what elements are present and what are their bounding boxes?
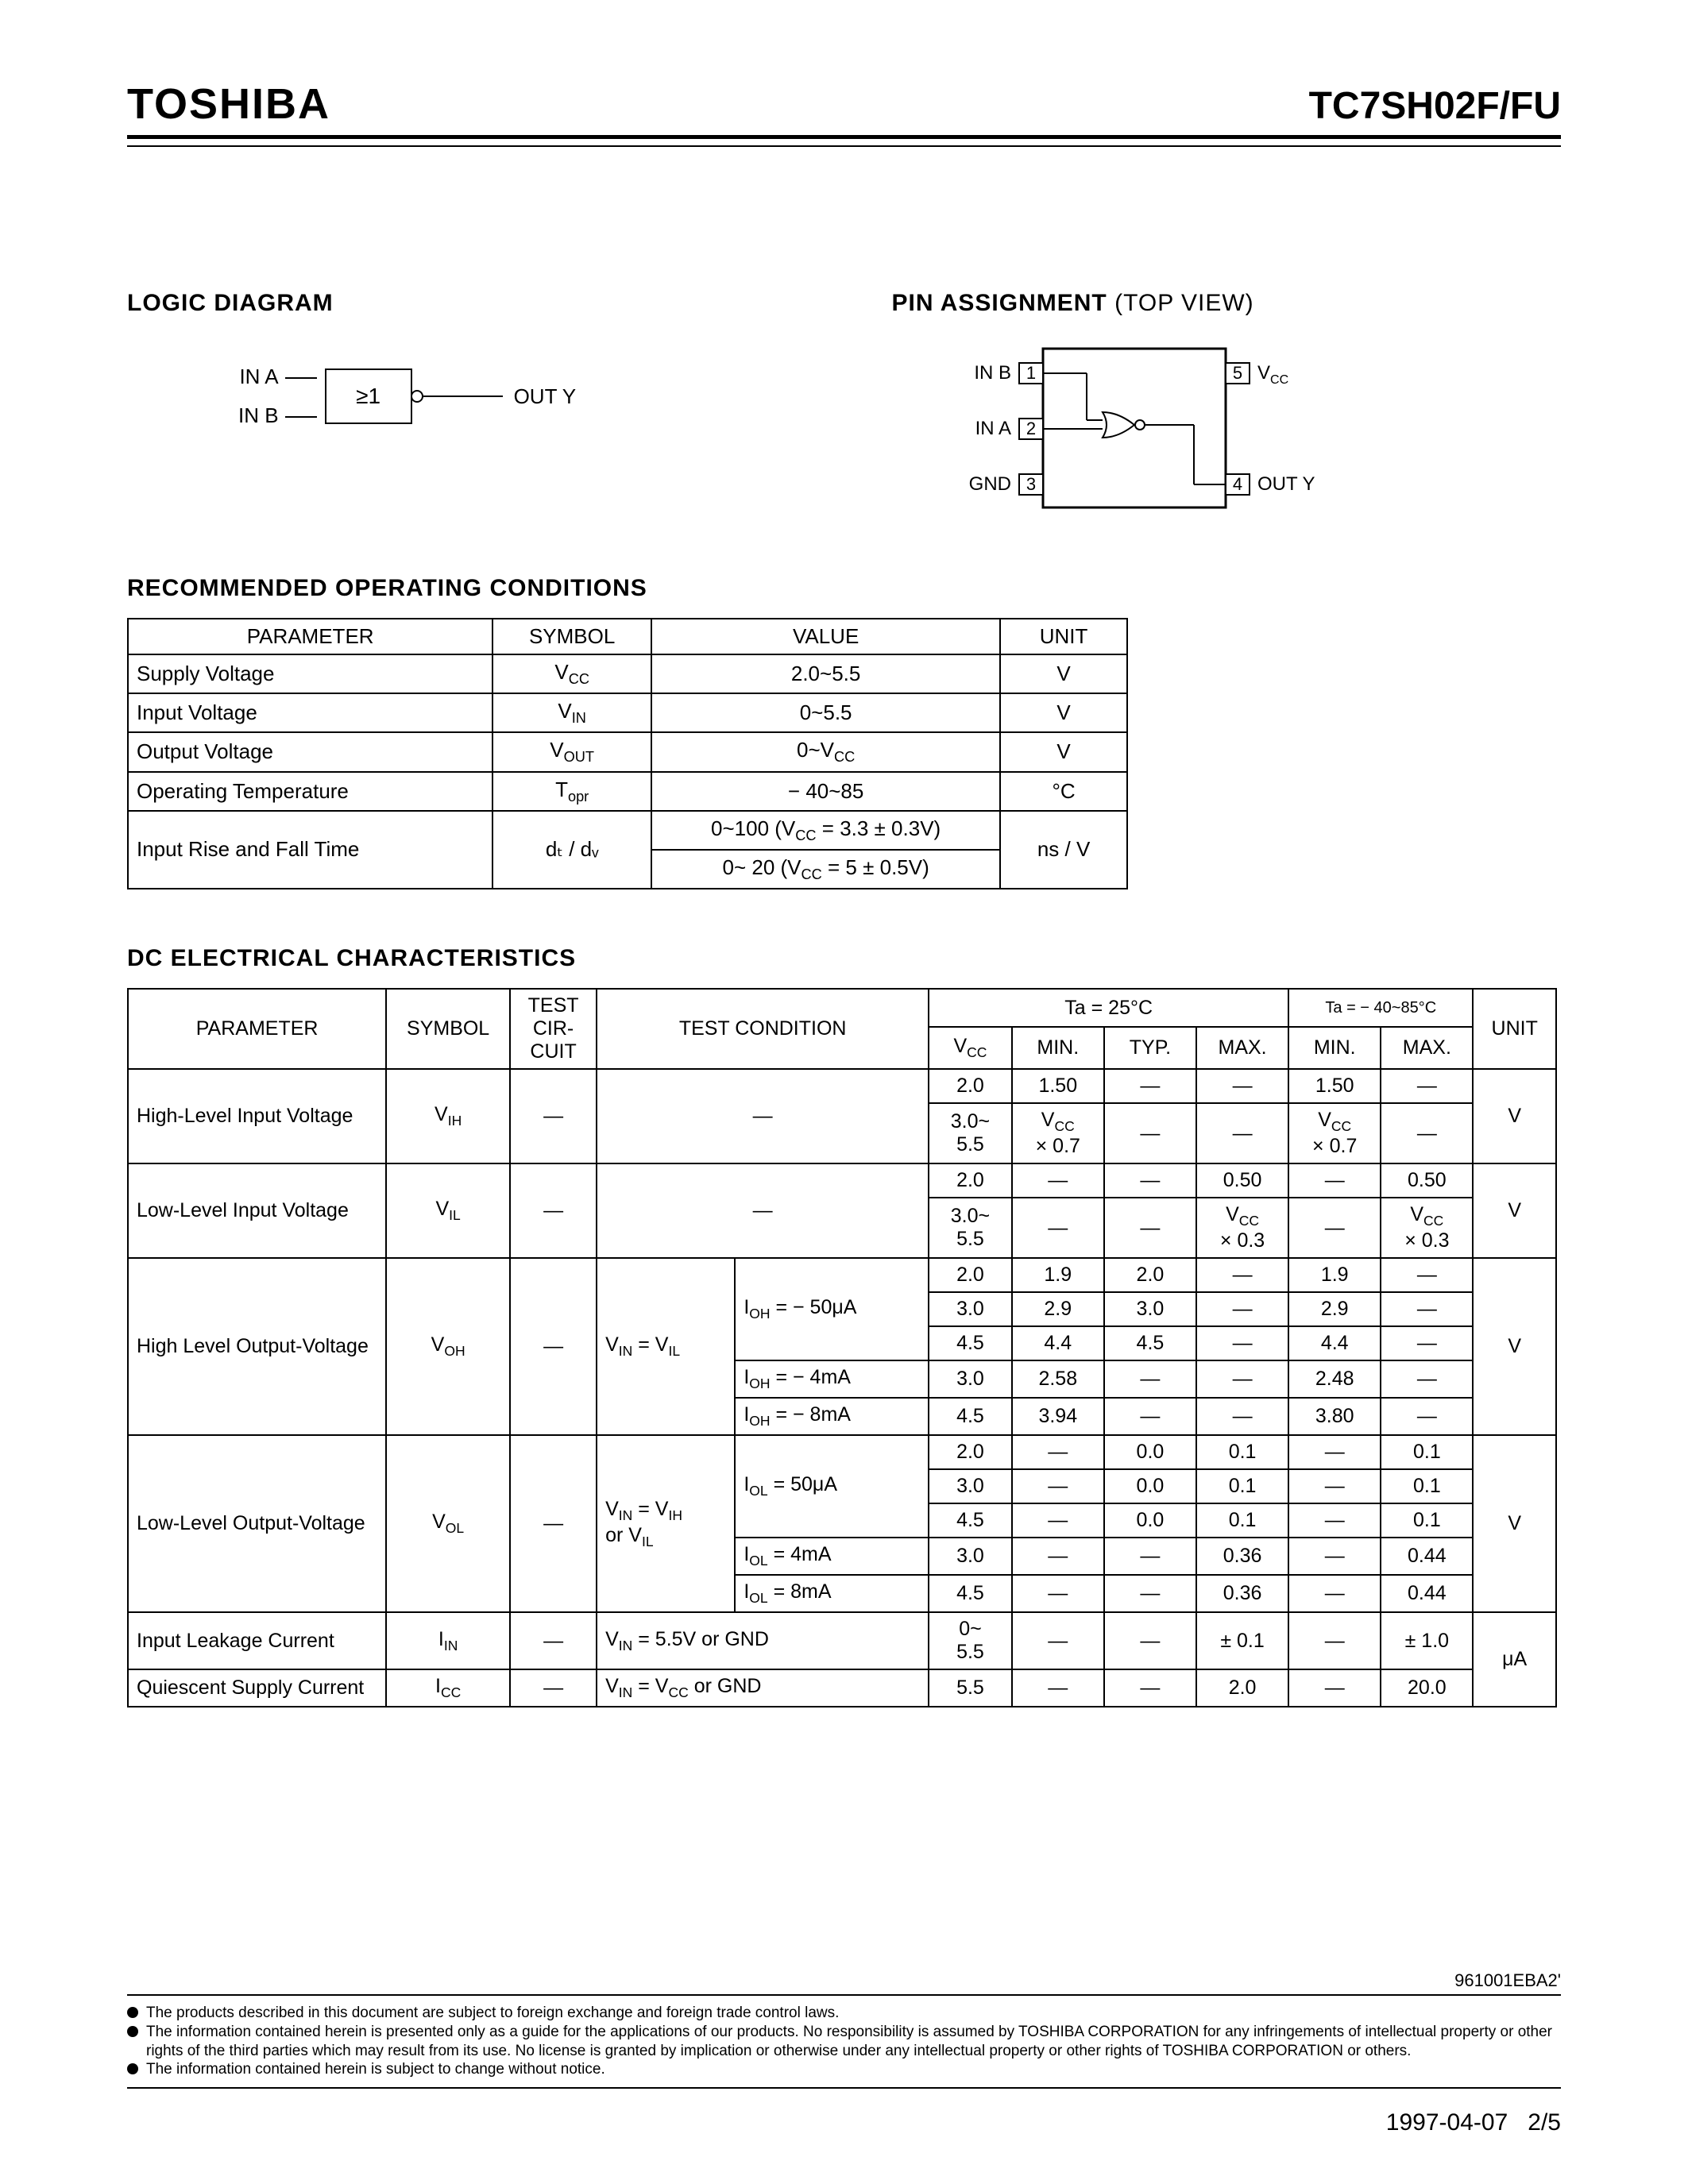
pin-4-num: 4: [1232, 474, 1242, 494]
bullet-icon: [127, 2007, 138, 2018]
datasheet-page: TOSHIBA TC7SH02F/FU LOGIC DIAGRAM IN A I…: [0, 0, 1688, 2184]
input-a-label: IN A: [238, 365, 317, 389]
table-row: Input Voltage VIN 0~5.5 V: [128, 693, 1127, 732]
pin-5-num: 5: [1232, 363, 1242, 383]
nor-gate-symbol: ≥1: [325, 369, 412, 424]
brand-logo: TOSHIBA: [127, 79, 330, 129]
col-vcc: VCC: [929, 1027, 1012, 1069]
pin-assignment-diagram: 1 IN B 2 IN A 3 GND 5 VCC 4 OUT Y: [924, 341, 1337, 523]
table-row: Input Rise and Fall Time dₜ / dᵥ 0~100 (…: [128, 811, 1127, 850]
pin-1-label: IN B: [974, 362, 1011, 384]
disclaimer-box: The products described in this document …: [127, 1994, 1561, 2089]
col-test-condition: TEST CONDITION: [597, 989, 929, 1069]
col-unit: UNIT: [1473, 989, 1556, 1069]
page-footer-block: 961001EBA2' The products described in th…: [127, 1970, 1561, 2089]
disclaimer-text: The products described in this document …: [146, 2004, 839, 2023]
output-y-label: OUT Y: [514, 384, 577, 409]
col-parameter: PARAMETER: [128, 989, 386, 1069]
diagrams-row: LOGIC DIAGRAM IN A IN B ≥1 OUT Y PIN ASS…: [127, 290, 1561, 527]
table-row: Supply Voltage VCC 2.0~5.5 V: [128, 654, 1127, 693]
table-row: Input Leakage Current IIN — VIN = 5.5V o…: [128, 1612, 1556, 1669]
col-test-circuit: TESTCIR-CUIT: [510, 989, 597, 1069]
col-min-ext: MIN.: [1288, 1027, 1381, 1069]
pin-5-label: VCC: [1257, 362, 1288, 387]
table-row: Low-Level Output-Voltage VOL — VIN = VIH…: [128, 1435, 1556, 1469]
part-number: TC7SH02F/FU: [1309, 84, 1561, 128]
table-row: High-Level Input Voltage VIH — — 2.0 1.5…: [128, 1069, 1556, 1103]
col-value: VALUE: [651, 619, 1000, 654]
logic-gate-diagram: IN A IN B ≥1 OUT Y: [238, 365, 797, 428]
page-number-footer: 1997-04-07 2/5: [1386, 2109, 1561, 2136]
page-number: 2/5: [1528, 2109, 1561, 2136]
logic-diagram-title: LOGIC DIAGRAM: [127, 290, 797, 317]
bullet-icon: [127, 2026, 138, 2037]
pin-assignment-section: PIN ASSIGNMENT (TOP VIEW) 1 IN B 2 IN A …: [892, 290, 1562, 527]
col-unit: UNIT: [1000, 619, 1127, 654]
col-max-ext: MAX.: [1381, 1027, 1473, 1069]
logic-diagram-section: LOGIC DIAGRAM IN A IN B ≥1 OUT Y: [127, 290, 797, 527]
table-row: Output Voltage VOUT 0~VCC V: [128, 732, 1127, 771]
bullet-icon: [127, 2063, 138, 2074]
table-header-row: PARAMETER SYMBOL TESTCIR-CUIT TEST CONDI…: [128, 989, 1556, 1027]
col-parameter: PARAMETER: [128, 619, 492, 654]
input-b-label: IN B: [238, 403, 317, 428]
table-header-row: PARAMETER SYMBOL VALUE UNIT: [128, 619, 1127, 654]
col-symbol: SYMBOL: [386, 989, 510, 1069]
col-ta25: Ta = 25°C: [929, 989, 1288, 1027]
pin-2-label: IN A: [975, 418, 1010, 439]
table-row: Quiescent Supply Current ICC — VIN = VCC…: [128, 1669, 1556, 1707]
disclaimer-text: The information contained herein is subj…: [146, 2060, 605, 2079]
pin-3-label: GND: [968, 473, 1010, 495]
pin-1-num: 1: [1026, 363, 1035, 383]
doc-date: 1997-04-07: [1386, 2109, 1508, 2136]
col-symbol: SYMBOL: [492, 619, 651, 654]
pin-3-num: 3: [1026, 474, 1035, 494]
table-row: Low-Level Input Voltage VIL — — 2.0 — — …: [128, 1163, 1556, 1198]
roc-table: PARAMETER SYMBOL VALUE UNIT Supply Volta…: [127, 618, 1128, 889]
pin-2-num: 2: [1026, 419, 1035, 438]
page-header: TOSHIBA TC7SH02F/FU: [127, 79, 1561, 139]
col-max: MAX.: [1196, 1027, 1288, 1069]
table-row: Operating Temperature Topr − 40~85 °C: [128, 772, 1127, 811]
roc-title: RECOMMENDED OPERATING CONDITIONS: [127, 575, 1561, 602]
col-ta-ext: Ta = − 40~85°C: [1288, 989, 1473, 1027]
col-min: MIN.: [1012, 1027, 1104, 1069]
pin-assignment-title: PIN ASSIGNMENT (TOP VIEW): [892, 290, 1562, 317]
doc-reference: 961001EBA2': [127, 1970, 1561, 1991]
col-typ: TYP.: [1104, 1027, 1196, 1069]
inversion-bubble: [411, 390, 423, 403]
disclaimer-text: The information contained herein is pres…: [146, 2023, 1561, 2061]
pin-4-label: OUT Y: [1257, 473, 1315, 495]
header-rule: [127, 145, 1561, 147]
dc-table: PARAMETER SYMBOL TESTCIR-CUIT TEST CONDI…: [127, 988, 1557, 1707]
output-wire: [423, 396, 503, 397]
table-row: High Level Output-Voltage VOH — VIN = VI…: [128, 1258, 1556, 1292]
dc-title: DC ELECTRICAL CHARACTERISTICS: [127, 945, 1561, 972]
